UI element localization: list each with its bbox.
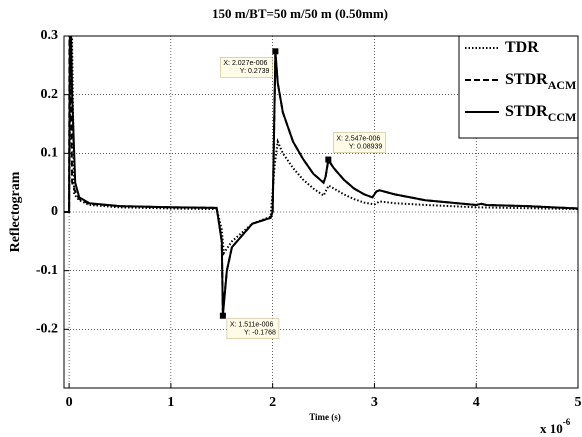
data-tip-x: X: 1.511e-006 bbox=[230, 322, 274, 329]
legend-name: STDR bbox=[505, 103, 548, 120]
data-tip-box bbox=[333, 132, 386, 153]
x-tick-label: 3 bbox=[371, 395, 378, 410]
x-tick-label: 0 bbox=[66, 395, 73, 410]
legend-subscript: CCM bbox=[548, 110, 577, 124]
legend-label: STDRCCM bbox=[505, 103, 576, 124]
legend-name: STDR bbox=[505, 71, 548, 88]
data-tip-y: Y: 0.08939 bbox=[349, 143, 383, 150]
legend-name: TDR bbox=[505, 39, 539, 56]
y-tick-label: -0.2 bbox=[36, 322, 58, 337]
legend-box bbox=[458, 35, 579, 139]
x-tick-label: 4 bbox=[473, 395, 480, 410]
y-tick-label: 0.2 bbox=[41, 87, 59, 102]
data-tip-marker bbox=[325, 156, 332, 163]
x-tick-label: 5 bbox=[575, 395, 582, 410]
plot-frame bbox=[63, 35, 579, 389]
data-tip-box bbox=[220, 57, 273, 78]
data-tip-x: X: 2.547e-006 bbox=[336, 135, 380, 142]
data-tip-marker bbox=[219, 312, 226, 319]
x-axis-label: Time (s) bbox=[309, 412, 341, 422]
legend-label: STDRACM bbox=[505, 71, 576, 92]
data-tip-marker bbox=[272, 48, 279, 55]
x-tick-label: 1 bbox=[167, 395, 174, 410]
legend-subscript: ACM bbox=[548, 78, 577, 92]
x-multiplier-base: x 10 bbox=[540, 421, 563, 436]
data-tip-box bbox=[226, 318, 280, 340]
plot-lines bbox=[64, 36, 578, 316]
series-line bbox=[64, 36, 578, 316]
x-multiplier-exp: -6 bbox=[563, 417, 571, 427]
series-line bbox=[64, 36, 578, 256]
data-tip-y: Y: -0.1768 bbox=[244, 330, 276, 337]
x-tick-label: 2 bbox=[269, 395, 276, 410]
legend-label: TDR bbox=[505, 39, 539, 56]
y-axis-label: Reflectogram bbox=[8, 171, 23, 252]
x-multiplier: x 10-6 bbox=[540, 417, 571, 436]
chart-title: 150 m/BT=50 m/50 m (0.50mm) bbox=[212, 6, 388, 21]
y-tick-label: 0.1 bbox=[41, 146, 59, 161]
data-tip-y: Y: 0.2739 bbox=[240, 68, 270, 75]
y-tick-label: -0.1 bbox=[36, 263, 58, 278]
data-tip-x: X: 2.027e-006 bbox=[223, 60, 267, 67]
y-tick-label: 0 bbox=[51, 204, 58, 219]
y-tick-label: 0.3 bbox=[41, 28, 59, 43]
